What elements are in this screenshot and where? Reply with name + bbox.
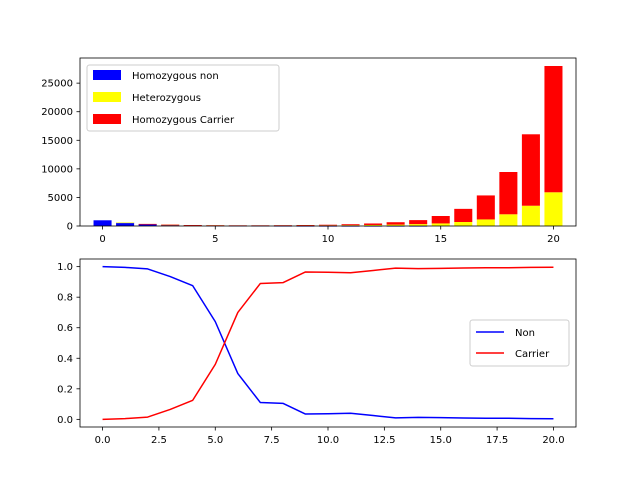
bar-homozygous-carrier-9 xyxy=(296,225,315,226)
bar-heterozygous-15 xyxy=(431,223,450,226)
line-x-tick-label: 20.0 xyxy=(542,435,564,446)
line-series-non xyxy=(102,265,554,420)
line-x-tick-label: 17.5 xyxy=(486,435,508,446)
line-x-ticks: 0.0 2.5 5.0 7.5 10.0 12.5 15.0 17.5 20.0 xyxy=(95,427,565,446)
bar-heterozygous-11 xyxy=(341,225,360,226)
bar-y-tick-label: 0 xyxy=(67,222,73,233)
bar-heterozygous-1 xyxy=(116,222,135,224)
line-legend-label-2: Carrier xyxy=(515,349,550,360)
line-legend-label-1: Non xyxy=(515,328,535,339)
bar-x-tick-label: 10 xyxy=(322,234,335,245)
line-x-tick-label: 12.5 xyxy=(373,435,395,446)
bar-y-tick-label: 10000 xyxy=(41,164,73,175)
bar-x-tick-label: 15 xyxy=(434,234,447,245)
bar-x-tick-label: 5 xyxy=(212,234,218,245)
bar-y-tick-label: 20000 xyxy=(41,107,73,118)
bar-homozygous-carrier-10 xyxy=(318,224,338,226)
bar-homozygous-non-1 xyxy=(116,222,135,226)
line-y-tick-label: 0.2 xyxy=(57,384,73,395)
bar-legend-label-1: Homozygous non xyxy=(132,71,219,82)
bar-legend-swatch-3 xyxy=(93,114,121,124)
bar-heterozygous-17 xyxy=(476,219,495,226)
line-y-tick-label: 0.4 xyxy=(57,354,73,365)
bar-y-ticks: 0 5000 10000 15000 20000 25000 xyxy=(41,79,80,233)
bar-homozygous-carrier-16 xyxy=(454,208,473,222)
bar-homozygous-carrier-13 xyxy=(386,222,405,225)
line-x-tick-label: 0.0 xyxy=(95,435,111,446)
bar-homozygous-carrier-8 xyxy=(273,225,292,226)
bar-series-group xyxy=(93,66,563,227)
bar-heterozygous-13 xyxy=(386,224,405,226)
bar-homozygous-carrier-20 xyxy=(544,66,563,193)
bar-y-tick-label: 15000 xyxy=(41,136,73,147)
bar-x-tick-label: 0 xyxy=(99,234,105,245)
bar-homozygous-non-3 xyxy=(161,224,180,226)
bar-legend-swatch-1 xyxy=(93,70,121,80)
bar-legend-label-2: Heterozygous xyxy=(132,93,201,104)
bar-homozygous-carrier-12 xyxy=(364,223,383,225)
bar-legend-label-3: Homozygous Carrier xyxy=(132,115,235,126)
line-series-carrier xyxy=(102,266,554,421)
line-x-tick-label: 5.0 xyxy=(207,435,223,446)
bar-x-ticks: 0 5 10 15 20 xyxy=(99,226,560,245)
bar-y-tick-label: 5000 xyxy=(48,193,73,204)
line-x-tick-label: 7.5 xyxy=(264,435,280,446)
bar-homozygous-non-2 xyxy=(138,224,157,226)
line-x-tick-label: 2.5 xyxy=(151,435,167,446)
bar-homozygous-carrier-19 xyxy=(521,134,540,206)
line-chart: 0.0 2.5 5.0 7.5 10.0 12.5 15.0 17.5 20.0 0.00.20… xyxy=(57,258,577,446)
bar-homozygous-carrier-3 xyxy=(161,224,180,226)
bar-heterozygous-12 xyxy=(364,224,383,226)
bar-chart: 0 5 10 15 20 0 5000 10000 15000 20000 25000 Homoz… xyxy=(41,57,577,245)
bar-legend-box xyxy=(86,64,280,132)
bar-homozygous-carrier-2 xyxy=(138,223,157,225)
bar-heterozygous-19 xyxy=(521,205,540,226)
bar-homozygous-carrier-15 xyxy=(431,216,450,224)
bar-y-tick-label: 25000 xyxy=(41,79,73,90)
bar-homozygous-carrier-4 xyxy=(183,225,202,226)
line-y-tick-label: 1.0 xyxy=(57,262,73,273)
line-legend: Non Carrier xyxy=(469,319,570,367)
line-series-group xyxy=(102,265,554,421)
bar-homozygous-carrier-17 xyxy=(476,195,495,220)
line-y-tick-label: 0.6 xyxy=(57,323,73,334)
bar-homozygous-carrier-18 xyxy=(499,172,518,215)
bar-homozygous-carrier-5 xyxy=(206,225,225,226)
bar-legend: Homozygous non Heterozygous Homozygous Car… xyxy=(86,64,280,132)
bar-legend-swatch-2 xyxy=(93,92,121,102)
line-y-ticks: 0.0 0.2 0.4 0.6 0.8 1.0 xyxy=(57,262,80,426)
bar-heterozygous-16 xyxy=(454,222,473,226)
line-x-tick-label: 15.0 xyxy=(430,435,452,446)
bar-x-tick-label: 20 xyxy=(547,234,560,245)
bar-heterozygous-18 xyxy=(499,214,518,226)
bar-homozygous-non-0 xyxy=(93,220,112,226)
line-y-tick-label: 0.8 xyxy=(57,293,73,304)
line-y-tick-label: 0.0 xyxy=(57,415,73,426)
bar-heterozygous-20 xyxy=(544,192,563,226)
bar-homozygous-carrier-11 xyxy=(341,224,360,226)
line-x-tick-label: 10.0 xyxy=(317,435,339,446)
bar-homozygous-carrier-14 xyxy=(409,220,428,225)
bar-heterozygous-14 xyxy=(409,224,428,226)
